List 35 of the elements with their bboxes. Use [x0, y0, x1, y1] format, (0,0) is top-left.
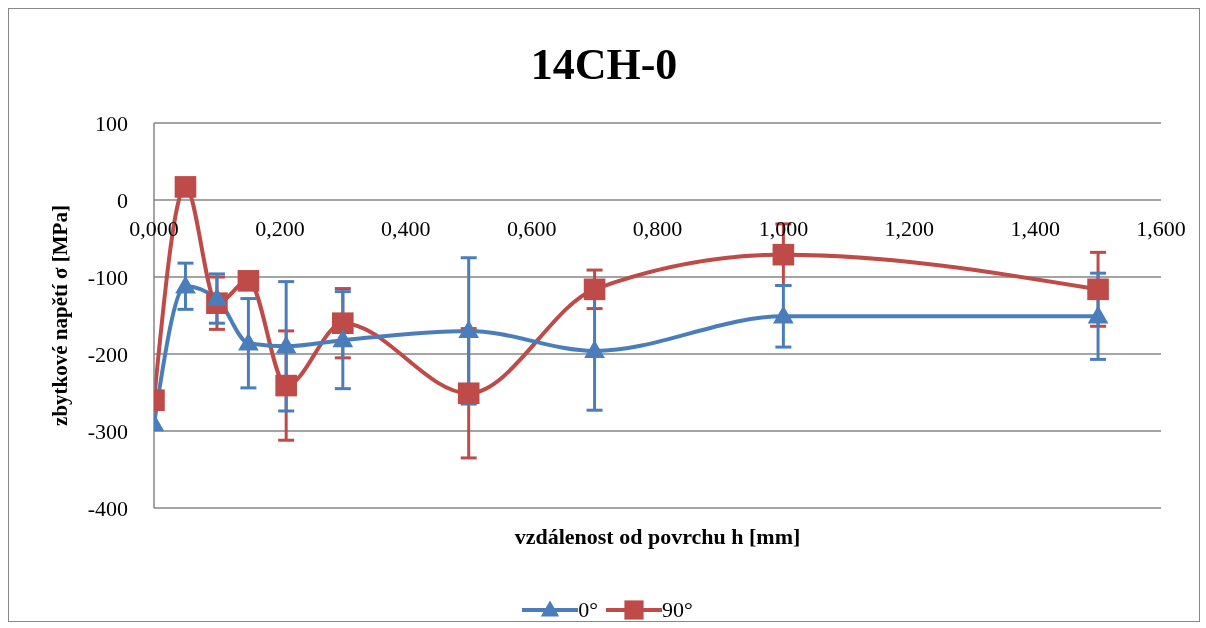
x-tick-label: 0,800	[632, 216, 683, 241]
point	[237, 270, 260, 292]
y-tick-label: -400	[87, 495, 128, 521]
point	[174, 176, 197, 198]
point	[238, 332, 259, 351]
point	[1087, 305, 1109, 324]
y-tick-label: -200	[87, 341, 128, 367]
point	[583, 278, 606, 301]
point	[458, 320, 480, 339]
x-tick-label: 1,200	[884, 216, 934, 241]
point	[332, 329, 354, 348]
point	[206, 287, 228, 306]
chart-title: 14CH-0	[529, 39, 679, 90]
x-tick-label: 0,200	[255, 216, 305, 241]
x-tick-label: 0,400	[381, 216, 431, 241]
point	[275, 374, 297, 397]
legend-label: 0°	[578, 596, 598, 623]
x-tick-label: 1,400	[1010, 216, 1060, 241]
point	[584, 340, 605, 359]
point	[772, 243, 795, 266]
point	[773, 305, 794, 324]
x-tick-label: 0,600	[506, 216, 557, 241]
y-axis-title: zbytkové napětí σ [MPa]	[48, 205, 73, 426]
y-tick-label: 0	[117, 187, 128, 213]
point	[457, 382, 480, 405]
x-tick-label: 1,600	[1136, 216, 1186, 241]
x-axis-title: vzdálenost od povrchu h [mm]	[514, 524, 801, 549]
y-tick-label: -100	[87, 264, 128, 290]
y-tick-label: 100	[95, 110, 128, 136]
y-tick-label: -300	[87, 418, 128, 444]
point	[332, 312, 354, 334]
point	[1087, 278, 1109, 301]
point	[275, 335, 297, 354]
legend-label: 90°	[662, 596, 693, 623]
point	[175, 275, 196, 294]
